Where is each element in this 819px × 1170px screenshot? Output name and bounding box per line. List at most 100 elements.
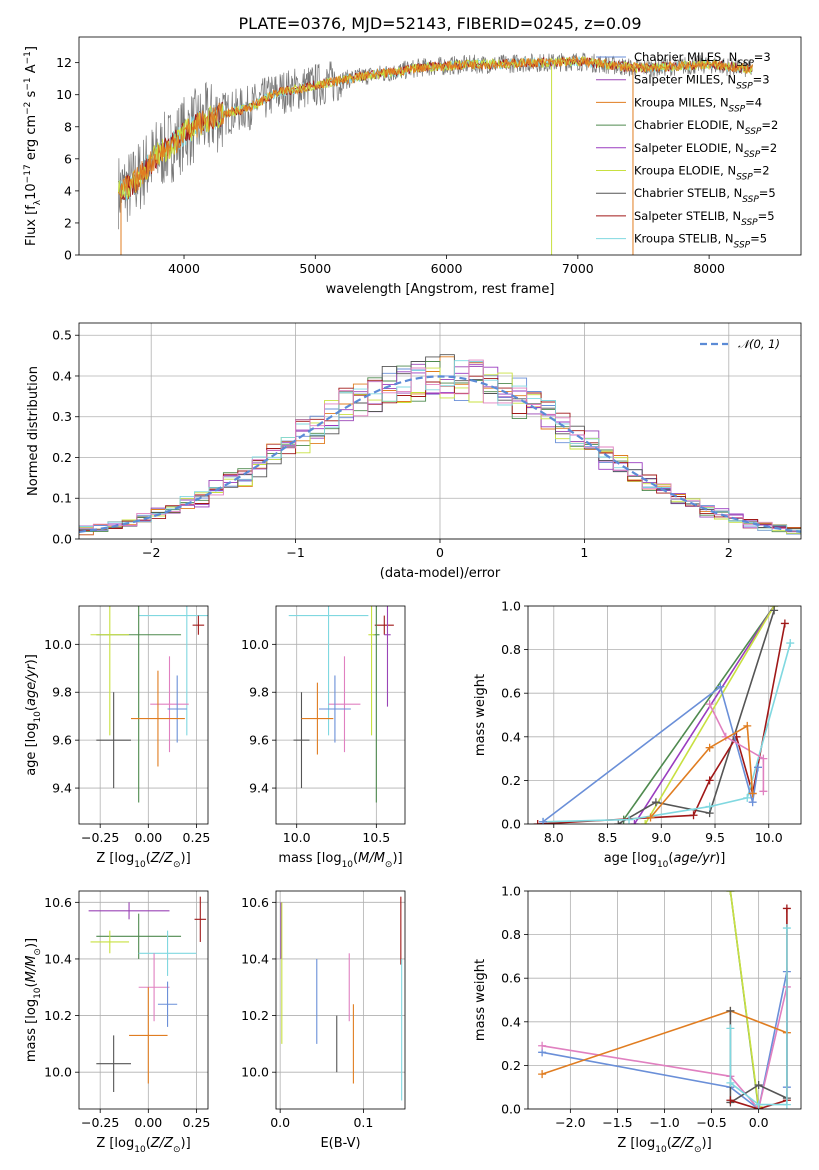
weight-marker (539, 817, 548, 824)
weight-marker (782, 924, 791, 933)
x-tick-label: 7000 (562, 261, 594, 276)
x-tick-label: −2.0 (555, 1115, 585, 1130)
y-tick-label: 9.6 (249, 733, 269, 748)
x-axis-label: Z [log10(Z/Z⊙)] (96, 851, 190, 870)
panel-Z-age: −0.25 0.00 0.25 9.4 9.6 9.8 10.0 Z [log10(Z/Z⊙)… (24, 605, 211, 870)
axes-frame (78, 322, 802, 540)
weight-marker (651, 798, 660, 807)
axes-frame (527, 605, 802, 825)
weight-marker (716, 682, 725, 691)
x-tick-label: 0.25 (183, 1115, 211, 1130)
y-tick-label: 9.4 (52, 781, 72, 796)
observed-spectrum (118, 52, 753, 230)
x-tick-label: 0 (436, 545, 444, 560)
legend-entry: Chabrier ELODIE, NSSP=2 (634, 118, 778, 137)
y-tick-label: 0 (64, 248, 72, 263)
y-tick-label: 0.8 (501, 927, 521, 942)
grid (276, 606, 405, 824)
weight-marker (726, 1006, 735, 1015)
y-tick-label: 0.6 (501, 971, 521, 986)
plot-area-EBV-mass (280, 896, 403, 1101)
x-tick-label: 2 (725, 545, 733, 560)
legend-entry: Salpeter MILES, NSSP=3 (634, 73, 770, 92)
y-tick-label: 2 (64, 215, 72, 230)
x-tick-label: 0.0 (749, 1115, 769, 1130)
weight-marker (786, 639, 795, 648)
panel-age-weight: 8.0 8.5 9.0 9.5 10.0 0.0 0.2 0.4 0.6 0.8 1.0 age [l… (473, 599, 802, 870)
x-axis-label: Z [log10(Z/Z⊙)] (96, 1136, 190, 1155)
weight-marker (743, 793, 752, 802)
y-tick-label: 10.0 (44, 1065, 72, 1080)
x-tick-label: −0.25 (81, 1115, 119, 1130)
weight-line (541, 986, 788, 1109)
x-tick-label: 1 (580, 545, 588, 560)
y-tick-label: 10.2 (241, 1008, 269, 1023)
weight-marker (748, 789, 757, 798)
plot-area-residuals (79, 354, 801, 536)
axes-frame (78, 605, 209, 825)
weight-line (542, 685, 759, 823)
weight-marker (705, 802, 714, 811)
weight-marker (726, 1096, 735, 1105)
x-tick-label: 10.0 (755, 830, 783, 845)
x-tick-label: 9.0 (651, 830, 671, 845)
figure-title: PLATE=0376, MJD=52143, FIBERID=0245, z=0… (238, 14, 641, 33)
y-axis-label: Normed distribution (26, 366, 41, 496)
y-tick-label: 10.0 (241, 1065, 269, 1080)
y-tick-label: 0.5 (52, 328, 72, 343)
weight-marker (759, 754, 768, 763)
weight-marker (743, 721, 752, 730)
x-axis-label: age [log10(age/yr)] (604, 851, 726, 870)
axes-frame (275, 605, 406, 825)
weight-line (623, 606, 775, 821)
panel-Z-weight: −2.0 −1.5 −1.0 −0.5 0.0 0.0 0.2 0.4 0.6 0.8 1.0 Z [… (473, 884, 802, 1155)
weight-marker (782, 904, 791, 913)
x-axis-label: Z [log10(Z/Z⊙)] (617, 1136, 711, 1155)
x-axis-label: E(B-V) (320, 1136, 360, 1151)
weight-marker (726, 891, 735, 895)
weight-marker (726, 1024, 735, 1033)
plot-area-Z-mass (88, 896, 207, 1093)
x-tick-label: 8.0 (544, 830, 564, 845)
weight-marker (533, 820, 542, 824)
y-tick-label: 0.4 (501, 1014, 521, 1029)
weight-marker (782, 1100, 791, 1109)
x-tick-label: −1 (286, 545, 304, 560)
x-axis-label: (data-model)/error (380, 566, 501, 581)
weight-marker (759, 787, 768, 796)
y-tick-label: 9.8 (52, 685, 72, 700)
y-tick-label: 12 (56, 55, 72, 70)
y-tick-label: 0.6 (501, 686, 521, 701)
y-tick-label: 0.4 (52, 368, 72, 383)
legend-entry: Kroupa STELIB, NSSP=5 (634, 232, 767, 251)
y-tick-label: 9.4 (249, 781, 269, 796)
x-tick-label: 0.25 (183, 830, 211, 845)
weight-marker (641, 820, 650, 824)
x-tick-label: 4000 (168, 261, 200, 276)
grid (79, 891, 208, 1109)
x-tick-label: 8.5 (598, 830, 618, 845)
weight-line (729, 891, 760, 1107)
y-tick-label: 8 (64, 119, 72, 134)
plot-area-Z-weight (538, 891, 791, 1109)
y-tick-label: 0.0 (52, 532, 72, 547)
y-tick-label: 0.0 (501, 817, 521, 832)
y-tick-label: 0.2 (501, 773, 521, 788)
y-tick-label: 0.4 (501, 729, 521, 744)
y-axis-label: age [log10(age/yr)] (24, 654, 43, 776)
y-tick-label: 10.0 (44, 637, 72, 652)
x-tick-label: 6000 (431, 261, 463, 276)
axes-frame (527, 890, 802, 1110)
plot-area-mass-age (288, 606, 394, 803)
y-axis-label: mass [log10(M/M⊙)] (24, 938, 43, 1062)
grid (276, 891, 405, 1109)
legend-entry: Kroupa MILES, NSSP=4 (634, 95, 762, 114)
weight-marker (538, 1070, 547, 1079)
legend-entry: Chabrier MILES, NSSP=3 (634, 50, 771, 69)
y-axis-label: mass weight (473, 959, 488, 1041)
weight-marker (705, 776, 714, 785)
weight-marker (754, 1100, 763, 1109)
y-axis-label: Flux [fλ10−17 erg cm−2 s−1 A−1] (23, 46, 43, 246)
y-tick-label: 1.0 (501, 884, 521, 899)
